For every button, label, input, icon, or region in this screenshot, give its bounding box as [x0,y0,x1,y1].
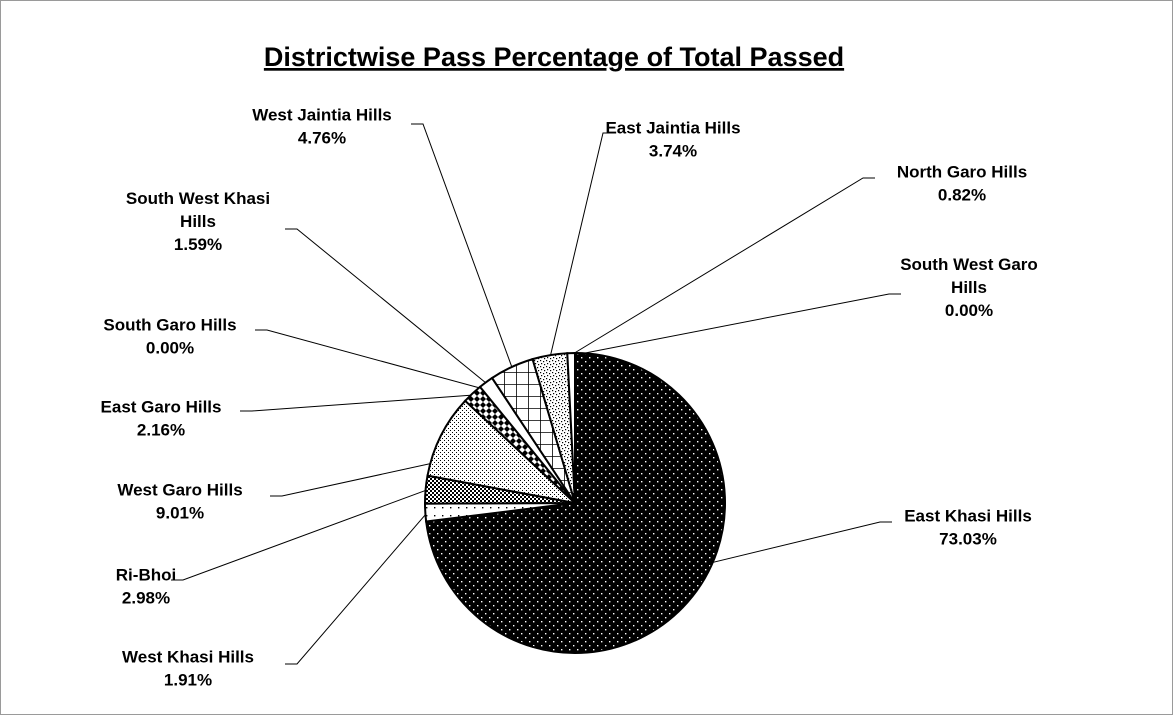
label-name-south-west-khasi-hills-1: South West Khasi [126,189,270,208]
label-value-west-garo-hills: 9.01% [156,504,204,523]
label-name-south-west-garo-hills-2: Hills [951,278,987,297]
label-name-ri-bhoi: Ri-Bhoi [116,566,176,585]
label-value-west-jaintia-hills: 4.76% [298,129,346,148]
label-value-ri-bhoi: 2.98% [122,589,170,608]
label-name-west-garo-hills: West Garo Hills [117,481,242,500]
leader-line-ri-bhoi [171,489,428,581]
label-name-south-garo-hills: South Garo Hills [103,316,236,335]
slice-north-garo-hills [566,351,576,504]
label-name-east-garo-hills: East Garo Hills [101,398,222,417]
leader-line-west-garo-hills [270,453,477,497]
label-value-south-west-khasi-hills: 1.59% [174,235,222,254]
leader-line-north-garo-hills [570,177,875,356]
label-value-north-garo-hills: 0.82% [938,186,986,205]
label-value-east-khasi-hills: 73.03% [939,530,997,549]
label-name-south-west-khasi-hills-2: Hills [180,212,216,231]
label-name-south-west-garo-hills-1: South West Garo [900,255,1038,274]
leader-line-south-west-khasi-hills [285,228,488,385]
leader-line-south-garo-hills [255,329,482,389]
label-name-east-khasi-hills: East Khasi Hills [904,507,1032,526]
slice-west-garo-hills [426,399,579,505]
leader-line-south-west-garo-hills [574,293,901,356]
leader-line-east-jaintia-hills [549,132,615,358]
label-name-north-garo-hills: North Garo Hills [897,163,1027,182]
leader-line-east-khasi-hills [657,521,892,577]
label-value-east-garo-hills: 2.16% [137,421,185,440]
leader-line-east-garo-hills [240,394,474,412]
label-name-west-jaintia-hills: West Jaintia Hills [252,106,392,125]
label-value-south-garo-hills: 0.00% [146,339,194,358]
pie-slices [423,351,726,654]
label-value-west-khasi-hills: 1.91% [164,671,212,690]
label-name-east-jaintia-hills: East Jaintia Hills [605,119,740,138]
leader-line-west-khasi-hills [285,512,428,665]
label-value-east-jaintia-hills: 3.74% [649,142,697,161]
chart-title: Districtwise Pass Percentage of Total Pa… [264,42,844,72]
label-name-west-khasi-hills: West Khasi Hills [122,648,254,667]
leader-line-west-jaintia-hills [411,123,513,369]
leader-lines [171,123,901,665]
slice-labels: East Khasi Hills 73.03% West Khasi Hills 1.… [101,106,1038,690]
label-value-south-west-garo-hills: 0.00% [945,301,993,320]
